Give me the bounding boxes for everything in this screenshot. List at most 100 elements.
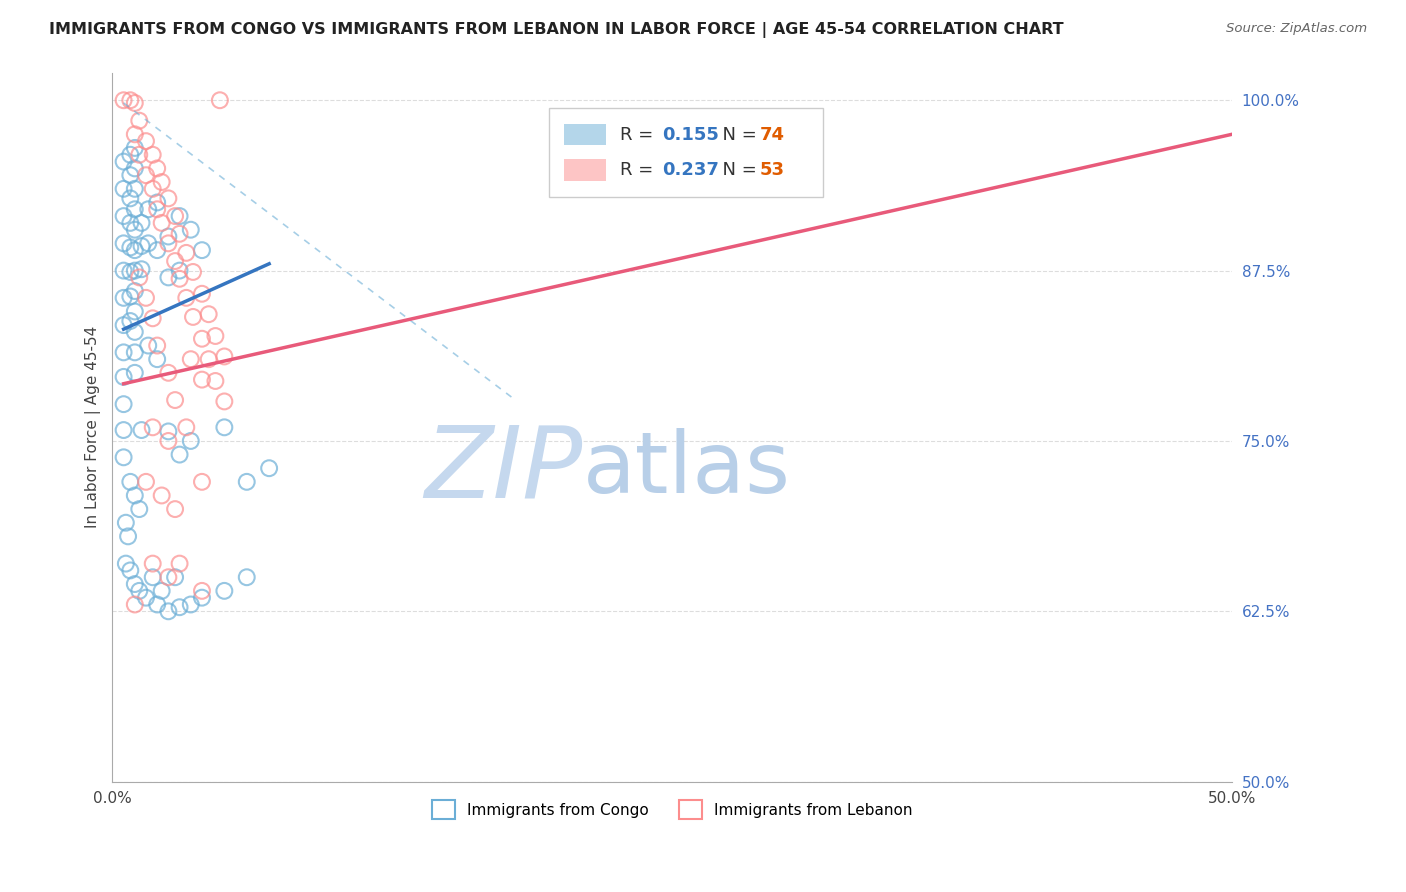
Point — [112, 345, 135, 359]
Point — [157, 425, 180, 439]
Point — [120, 265, 142, 279]
Point — [150, 216, 173, 230]
Point — [176, 291, 198, 305]
FancyBboxPatch shape — [564, 124, 606, 145]
Text: atlas: atlas — [582, 428, 790, 511]
Text: Source: ZipAtlas.com: Source: ZipAtlas.com — [1226, 22, 1367, 36]
Point — [157, 570, 180, 584]
Point — [136, 236, 159, 251]
Point — [142, 182, 165, 196]
Point — [157, 604, 180, 618]
Legend: Immigrants from Congo, Immigrants from Lebanon: Immigrants from Congo, Immigrants from L… — [426, 794, 918, 825]
Point — [135, 291, 157, 305]
Point — [142, 147, 165, 161]
Point — [112, 450, 135, 465]
Point — [146, 338, 169, 352]
Point — [191, 332, 214, 346]
Point — [214, 583, 236, 598]
Point — [120, 191, 142, 205]
Point — [165, 502, 187, 516]
Point — [176, 245, 198, 260]
Point — [142, 420, 165, 434]
Point — [112, 291, 135, 305]
Point — [165, 393, 187, 408]
Text: 53: 53 — [759, 161, 785, 179]
Point — [157, 366, 180, 380]
Point — [169, 227, 191, 241]
Point — [146, 161, 169, 176]
Point — [128, 113, 150, 128]
Point — [120, 563, 142, 577]
Point — [135, 475, 157, 489]
Point — [157, 191, 180, 205]
Point — [128, 147, 150, 161]
Point — [197, 352, 219, 367]
Point — [165, 254, 187, 268]
Point — [142, 311, 165, 326]
Point — [120, 240, 142, 254]
Point — [169, 448, 191, 462]
Text: R =: R = — [620, 161, 658, 179]
Point — [115, 557, 138, 571]
Point — [181, 310, 204, 324]
Point — [176, 420, 198, 434]
Point — [124, 202, 146, 217]
Point — [124, 263, 146, 277]
Point — [169, 209, 191, 223]
Point — [124, 345, 146, 359]
Point — [169, 600, 191, 615]
Point — [197, 307, 219, 321]
Point — [120, 216, 142, 230]
Point — [235, 475, 257, 489]
Point — [112, 236, 135, 251]
Point — [214, 350, 236, 364]
Point — [157, 434, 180, 448]
Point — [157, 236, 180, 251]
Point — [146, 352, 169, 367]
Point — [131, 262, 153, 277]
Point — [124, 577, 146, 591]
Point — [112, 263, 135, 277]
Point — [146, 202, 169, 217]
FancyBboxPatch shape — [564, 160, 606, 181]
Point — [112, 423, 135, 437]
Point — [124, 598, 146, 612]
Text: R =: R = — [620, 126, 658, 144]
Point — [180, 223, 202, 237]
Point — [169, 263, 191, 277]
Point — [180, 352, 202, 367]
Point — [150, 488, 173, 502]
Point — [120, 147, 142, 161]
Point — [131, 423, 153, 437]
Point — [124, 366, 146, 380]
Y-axis label: In Labor Force | Age 45-54: In Labor Force | Age 45-54 — [86, 326, 101, 528]
Point — [128, 270, 150, 285]
Point — [191, 591, 214, 605]
Point — [124, 95, 146, 110]
Text: IMMIGRANTS FROM CONGO VS IMMIGRANTS FROM LEBANON IN LABOR FORCE | AGE 45-54 CORR: IMMIGRANTS FROM CONGO VS IMMIGRANTS FROM… — [49, 22, 1064, 38]
Point — [117, 529, 139, 543]
Point — [128, 583, 150, 598]
Point — [120, 314, 142, 328]
Point — [112, 209, 135, 223]
Point — [150, 583, 173, 598]
Point — [136, 202, 159, 217]
Point — [208, 93, 231, 107]
Point — [204, 329, 226, 343]
Point — [124, 223, 146, 237]
Point — [135, 134, 157, 148]
Point — [112, 370, 135, 384]
Point — [191, 475, 214, 489]
Point — [146, 598, 169, 612]
Point — [191, 286, 214, 301]
Point — [120, 475, 142, 489]
Point — [165, 570, 187, 584]
Point — [191, 243, 214, 257]
Point — [124, 304, 146, 318]
Point — [142, 570, 165, 584]
Point — [257, 461, 280, 475]
Point — [142, 557, 165, 571]
Point — [150, 175, 173, 189]
Text: N =: N = — [711, 126, 763, 144]
Point — [112, 182, 135, 196]
